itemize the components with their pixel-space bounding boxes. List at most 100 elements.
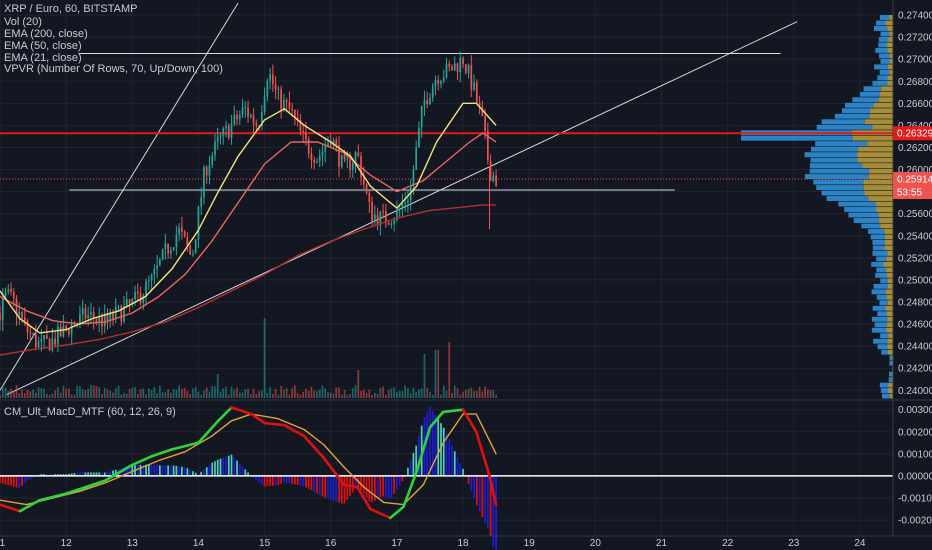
- volume-bar: [393, 387, 395, 398]
- legend-ema50[interactable]: EMA (50, close): [4, 40, 82, 52]
- x-tick-label: 15: [259, 538, 271, 549]
- volume-bar: [291, 388, 294, 398]
- macd-line: [441, 408, 465, 414]
- macd-histogram-bar: [371, 475, 373, 503]
- macd-y-tick-label: 0.00100: [898, 449, 932, 460]
- volume-profile-bar-down: [876, 207, 893, 212]
- volume-bar: [332, 393, 335, 398]
- resistance-price-tag: 0.26329: [897, 129, 932, 140]
- volume-bar: [51, 393, 54, 398]
- macd-line: [84, 479, 108, 489]
- candle-body: [175, 234, 178, 248]
- volume-profile-bar-down: [891, 377, 893, 383]
- candle-body: [489, 160, 492, 181]
- macd-histogram-bar: [164, 465, 167, 476]
- macd-histogram-bar: [40, 474, 43, 476]
- volume-profile-bar-down: [857, 157, 893, 163]
- volume-bar: [255, 393, 258, 398]
- candle-body: [0, 313, 1, 321]
- macd-histogram-bar: [59, 474, 62, 476]
- volume-bar: [7, 390, 10, 398]
- candle-body: [294, 109, 296, 118]
- volume-bar: [266, 393, 269, 398]
- legend-vpvr[interactable]: VPVR (Number Of Rows, 70, Up/Down, 100): [4, 63, 223, 75]
- legend-macd[interactable]: CM_Ult_MacD_MTF (60, 12, 26, 9): [4, 406, 176, 418]
- volume-bar: [106, 389, 109, 398]
- macd-histogram-bar: [211, 462, 214, 476]
- x-tick-label: 13: [127, 538, 139, 549]
- candle-body: [37, 341, 40, 348]
- macd-line: [38, 492, 68, 502]
- ema-lines: [0, 102, 497, 356]
- legend-symbol[interactable]: XRP / Euro, 60, BITSTAMP: [4, 3, 138, 15]
- countdown-tag: 53:55: [897, 188, 922, 199]
- volume-profile-bar-up: [875, 272, 887, 278]
- volume-profile-bar-down: [885, 305, 893, 311]
- volume-bar: [123, 392, 125, 398]
- candle-body: [197, 206, 200, 240]
- candle-body: [134, 291, 136, 300]
- trendline-upper[interactable]: [0, 2, 239, 391]
- candle-body: [429, 97, 431, 105]
- macd-histogram-bar: [1, 475, 4, 484]
- volume-bar: [423, 354, 426, 398]
- volume-profile-bar-down: [884, 229, 893, 234]
- volume-profile-bar-down: [891, 371, 893, 377]
- volume-bar: [46, 393, 48, 398]
- macd-line: [342, 483, 359, 489]
- volume-bar: [258, 391, 260, 398]
- volume-profile-bar-down: [863, 179, 893, 185]
- x-tick-label: 14: [193, 538, 205, 549]
- volume-profile-bar-up: [872, 305, 886, 311]
- volume-bar: [23, 393, 26, 398]
- volume-profile-bar-up: [871, 261, 884, 267]
- trendline-support[interactable]: [6, 21, 798, 396]
- volume-bar: [329, 392, 332, 398]
- candle-body: [346, 158, 349, 160]
- volume-profile-bar-down: [887, 250, 893, 256]
- volume-bar: [70, 394, 73, 398]
- legend-ema200[interactable]: EMA (200, close): [4, 28, 88, 40]
- candle-body: [34, 332, 37, 348]
- volume-bar: [128, 389, 131, 398]
- candle-body: [486, 130, 489, 161]
- candle-body: [321, 151, 324, 157]
- ema-50-line: [0, 132, 497, 325]
- macd-line: [18, 498, 41, 513]
- candle-body: [310, 153, 313, 160]
- volume-profile-bar-down: [887, 278, 893, 284]
- volume-bar: [335, 387, 338, 398]
- volume-bar: [227, 394, 230, 398]
- candle-body: [258, 125, 260, 127]
- volume-bar: [12, 390, 15, 398]
- macd-histogram-bar: [453, 451, 456, 476]
- volume-bar: [484, 386, 486, 398]
- volume-bar: [76, 385, 79, 398]
- macd-histogram-bar: [150, 464, 153, 476]
- macd-histogram-bar: [197, 474, 200, 476]
- macd-line: [415, 426, 432, 473]
- x-tick-label: 19: [524, 538, 536, 549]
- macd-histogram-bar: [412, 452, 415, 476]
- macd-histogram-bar: [316, 475, 318, 494]
- volume-bar: [437, 350, 440, 398]
- macd-histogram-bar: [418, 435, 420, 476]
- candle-body: [238, 114, 241, 120]
- x-tick-label: 24: [854, 538, 866, 549]
- legend-vol[interactable]: Vol (20): [4, 16, 42, 28]
- y-tick-label: 0.24600: [898, 320, 932, 331]
- drawings: [0, 2, 893, 396]
- volume-bar: [451, 392, 453, 398]
- macd-histogram-bar: [484, 475, 486, 524]
- volume-bar: [434, 350, 437, 398]
- candle-body: [227, 126, 230, 138]
- x-tick-label: 11: [0, 538, 6, 549]
- volume-bar: [145, 394, 147, 398]
- candle-body: [147, 280, 150, 282]
- volume-bar: [288, 394, 291, 398]
- macd-histogram-bar: [23, 475, 26, 483]
- volume-bar: [136, 393, 139, 398]
- candle-body: [420, 105, 423, 128]
- legend-ema21[interactable]: EMA (21, close): [4, 52, 82, 64]
